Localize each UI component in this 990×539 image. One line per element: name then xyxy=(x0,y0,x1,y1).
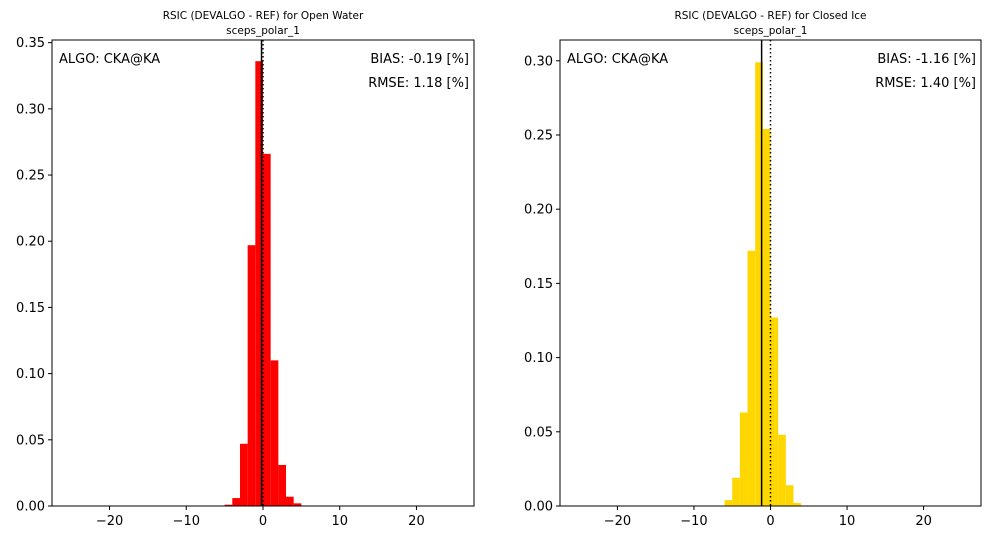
algo-annotation: ALGO: CKA@KA xyxy=(59,52,160,67)
chart-title: RSIC (DEVALGO - REF) for Closed Ice xyxy=(674,10,866,22)
histogram-bar xyxy=(762,129,771,506)
x-tick-label: −10 xyxy=(173,514,200,529)
histogram-bar xyxy=(793,503,802,506)
histogram-bar xyxy=(286,496,294,506)
histogram-bar xyxy=(724,500,733,506)
y-tick-label: 0.20 xyxy=(524,203,553,218)
x-tick-label: 0 xyxy=(766,514,774,529)
y-tick-label: 0.10 xyxy=(524,351,553,366)
algo-annotation: ALGO: CKA@KA xyxy=(567,52,668,67)
histogram-bar xyxy=(224,504,233,506)
y-tick-label: 0.15 xyxy=(524,277,553,292)
x-tick-label: 20 xyxy=(915,514,932,529)
histogram-bar xyxy=(278,464,287,506)
histogram-bar xyxy=(739,412,748,506)
panel-closed-ice: −20 −10 0 10 20 0.00 0.05 0.10 0.15 0.20 0.25 0.30 R… xyxy=(524,10,982,529)
histogram-bar xyxy=(778,434,786,506)
y-tick-label: 0.25 xyxy=(16,169,45,184)
y-tick-label: 0.30 xyxy=(16,102,45,117)
y-tick-label: 0.35 xyxy=(16,36,45,51)
histogram-bar xyxy=(239,443,248,506)
histogram-bar xyxy=(263,153,271,506)
y-tick-label: 0.20 xyxy=(16,235,45,250)
x-tick-label: 10 xyxy=(331,514,348,529)
histogram-bar xyxy=(732,477,740,506)
histogram-bar xyxy=(747,250,756,506)
histogram-bar xyxy=(785,485,794,506)
histogram-bar xyxy=(755,62,763,507)
y-tick-label: 0.30 xyxy=(524,54,553,69)
y-tick-label: 0.25 xyxy=(524,128,553,143)
histogram-bar xyxy=(293,503,302,506)
histogram-bar xyxy=(270,360,279,506)
x-tick-label: 10 xyxy=(839,514,856,529)
rmse-annotation: RMSE: 1.18 [%] xyxy=(368,76,469,91)
y-tick-label: 0.15 xyxy=(16,301,45,316)
chart-subtitle: sceps_polar_1 xyxy=(734,25,808,37)
chart-title: RSIC (DEVALGO - REF) for Open Water xyxy=(163,10,364,22)
x-tick-label: 0 xyxy=(259,514,267,529)
bias-annotation: BIAS: -0.19 [%] xyxy=(370,52,469,67)
x-tick-label: −10 xyxy=(680,514,707,529)
y-tick-label: 0.05 xyxy=(524,425,553,440)
histogram-bar xyxy=(255,61,263,506)
bias-annotation: BIAS: -1.16 [%] xyxy=(877,52,976,67)
y-tick-label: 0.00 xyxy=(16,500,45,515)
x-tick-label: −20 xyxy=(604,514,631,529)
panel-open-water: −20 −10 0 10 20 0.00 0.05 0.10 0.15 0.20 0.25 0.30 0… xyxy=(16,10,475,529)
histogram-bar xyxy=(232,498,240,506)
y-tick-label: 0.10 xyxy=(16,367,45,382)
rmse-annotation: RMSE: 1.40 [%] xyxy=(875,76,976,91)
y-tick-label: 0.00 xyxy=(524,500,553,515)
histogram-bar xyxy=(247,245,256,507)
y-tick-label: 0.05 xyxy=(16,433,45,448)
histogram-bar xyxy=(770,317,779,506)
x-tick-label: −20 xyxy=(96,514,123,529)
chart-subtitle: sceps_polar_1 xyxy=(226,25,300,37)
x-tick-label: 20 xyxy=(408,514,425,529)
